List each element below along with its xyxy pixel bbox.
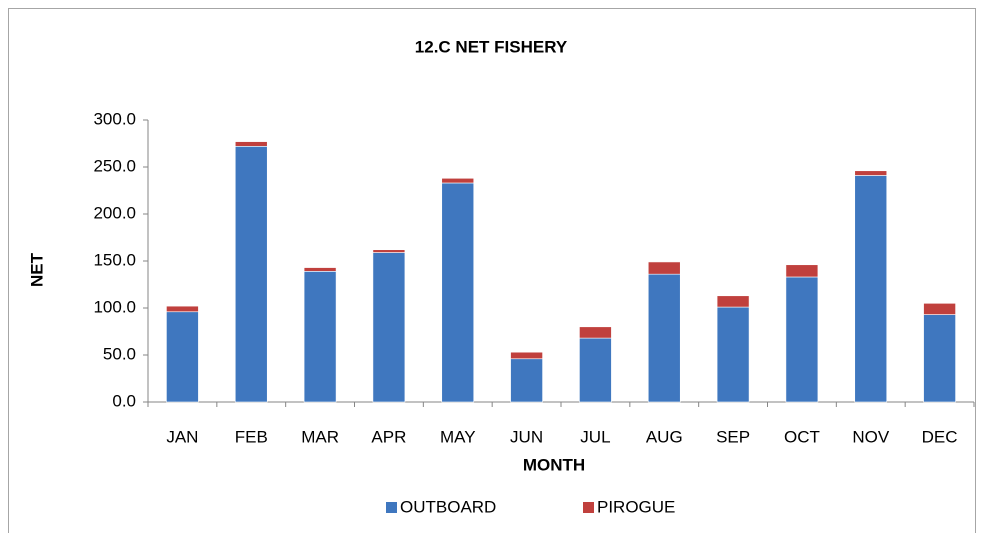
x-tick-label: SEP <box>716 427 750 446</box>
bar-segment <box>579 337 612 403</box>
legend-label: PIROGUE <box>597 497 675 516</box>
bar-segment <box>579 326 612 339</box>
bar-segment <box>441 182 475 403</box>
x-tick-label: AUG <box>646 427 683 446</box>
x-tick-label: MAY <box>440 427 476 446</box>
y-tick-label: 250.0 <box>93 156 136 175</box>
bar-segment <box>372 252 406 403</box>
chart-frame <box>8 8 976 533</box>
x-tick-label: APR <box>371 427 406 446</box>
y-tick-label: 100.0 <box>93 297 136 316</box>
x-axis-label: MONTH <box>523 455 585 474</box>
bar-segment <box>716 306 750 403</box>
x-tick-label: OCT <box>784 427 820 446</box>
bar-segment <box>510 358 543 403</box>
y-tick-label: 200.0 <box>93 203 136 222</box>
bar-segment <box>303 271 337 403</box>
y-tick-label: 0.0 <box>112 391 136 410</box>
legend-label: OUTBOARD <box>400 497 496 516</box>
x-tick-label: MAR <box>301 427 339 446</box>
bar-segment <box>303 267 337 272</box>
bar-segment <box>923 302 956 315</box>
x-tick-label: NOV <box>852 427 890 446</box>
x-tick-label: DEC <box>922 427 958 446</box>
bar-segment <box>234 141 268 147</box>
x-tick-label: JUL <box>580 427 610 446</box>
bar-segment <box>785 276 819 403</box>
bar-segment <box>647 273 681 403</box>
chart-title: 12.C NET FISHERY <box>415 37 568 56</box>
x-tick-label: JAN <box>166 427 198 446</box>
bar-segment <box>923 314 956 403</box>
bar-segment <box>166 305 199 313</box>
y-tick-label: 150.0 <box>93 250 136 269</box>
bar-segment <box>785 264 819 278</box>
bar-segment <box>854 175 888 403</box>
bar-segment <box>647 261 681 275</box>
bar-segment <box>854 170 888 176</box>
bar-segment <box>234 146 268 403</box>
bar-segment <box>716 295 750 308</box>
y-tick-label: 50.0 <box>103 344 136 363</box>
bar-segment <box>441 177 475 184</box>
y-tick-label: 300.0 <box>93 109 136 128</box>
bar-segment <box>510 351 543 360</box>
bar-segment <box>166 311 199 403</box>
y-axis-label: NET <box>27 252 46 287</box>
x-tick-label: FEB <box>235 427 268 446</box>
legend-swatch <box>583 502 594 513</box>
legend-swatch <box>386 502 397 513</box>
bar-segment <box>372 249 406 253</box>
x-tick-label: JUN <box>510 427 543 446</box>
